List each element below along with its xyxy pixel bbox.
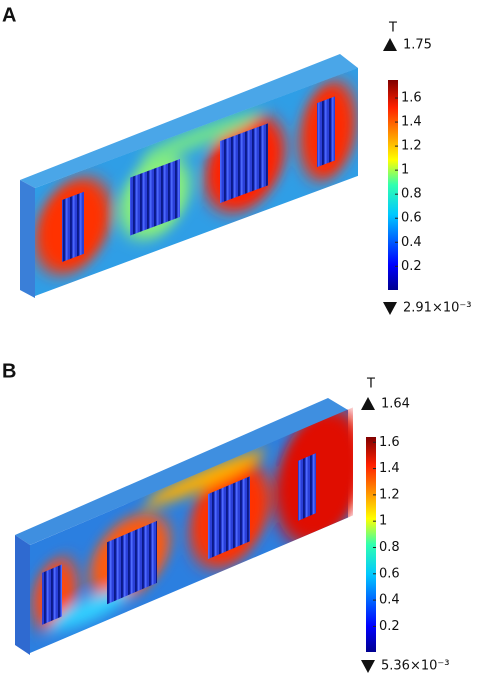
colorbar-tick-label: 1 (379, 514, 387, 529)
top-face (15, 398, 348, 545)
colorbar-tick-label: 0.2 (379, 619, 400, 634)
colorbar-tick-label: 0.2 (401, 259, 422, 274)
colorbar-tick-label: 1.4 (379, 461, 400, 476)
colorbar-tick-label: 1.2 (379, 487, 400, 502)
max-label: 1.75 (403, 38, 432, 53)
colorbar-tick-label: 0.4 (379, 593, 400, 608)
max-marker (383, 38, 397, 51)
colorbar-tick-label: 1.6 (401, 91, 422, 106)
min-marker (383, 302, 397, 315)
max-label: 1.64 (381, 397, 410, 412)
colorbar-tick-label: 0.6 (379, 566, 400, 581)
model-a (20, 54, 358, 298)
front-face (35, 67, 358, 296)
colorbar-tick-label: 1.6 (379, 435, 400, 450)
colorbar (366, 437, 376, 652)
model-b (15, 398, 353, 655)
top-face (20, 54, 358, 188)
colorbar-tick-label: 0.8 (401, 187, 422, 202)
min-label: 2.91×10⁻³ (403, 301, 471, 316)
colorbar-tick-label: 0.6 (401, 211, 422, 226)
panel-label: A (2, 4, 16, 26)
side-face (15, 535, 30, 655)
colorbar-tick-label: 0.4 (401, 235, 422, 250)
colorbar-tick-label: 1.4 (401, 115, 422, 130)
max-marker (361, 397, 375, 410)
panel-label: B (2, 360, 16, 382)
colorbar-tick-label: 1 (401, 163, 409, 178)
colorbar (388, 80, 398, 290)
side-face (20, 180, 35, 298)
unit-label: T (388, 21, 397, 36)
front-face (30, 408, 353, 653)
colorbar-tick-label: 0.8 (379, 540, 400, 555)
unit-label: T (366, 377, 375, 392)
colorbar-tick-label: 1.2 (401, 139, 422, 154)
min-marker (361, 660, 375, 673)
min-label: 5.36×10⁻³ (381, 659, 449, 674)
